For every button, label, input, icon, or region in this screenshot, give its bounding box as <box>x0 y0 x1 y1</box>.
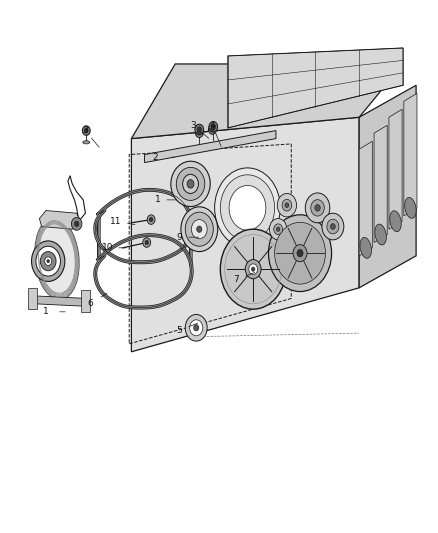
Circle shape <box>305 193 330 223</box>
Text: 7: 7 <box>233 276 240 284</box>
Polygon shape <box>359 85 416 288</box>
Circle shape <box>191 220 207 239</box>
Ellipse shape <box>35 217 79 300</box>
Circle shape <box>183 174 198 193</box>
Text: 10: 10 <box>102 244 113 252</box>
Circle shape <box>315 205 320 211</box>
Circle shape <box>208 125 216 134</box>
Text: 1: 1 <box>155 196 161 204</box>
Circle shape <box>229 185 266 230</box>
Polygon shape <box>131 64 403 139</box>
Text: 6: 6 <box>87 300 93 308</box>
Circle shape <box>185 314 207 341</box>
Circle shape <box>71 217 82 230</box>
Text: 2: 2 <box>153 153 158 161</box>
Circle shape <box>74 221 79 227</box>
Circle shape <box>269 219 287 240</box>
Circle shape <box>185 212 213 246</box>
Circle shape <box>311 200 324 216</box>
Circle shape <box>45 257 52 265</box>
Polygon shape <box>28 288 37 309</box>
Text: 11: 11 <box>110 217 122 225</box>
Circle shape <box>32 241 65 281</box>
Ellipse shape <box>375 224 386 245</box>
Ellipse shape <box>405 197 416 219</box>
Circle shape <box>198 131 201 135</box>
Polygon shape <box>81 290 90 312</box>
Polygon shape <box>374 125 387 243</box>
Circle shape <box>82 126 90 135</box>
Text: 4: 4 <box>210 121 215 130</box>
Circle shape <box>220 175 275 241</box>
Circle shape <box>293 245 307 262</box>
Polygon shape <box>359 141 372 256</box>
Circle shape <box>285 203 289 207</box>
Circle shape <box>220 229 286 309</box>
Circle shape <box>195 128 203 138</box>
Circle shape <box>276 227 280 231</box>
Circle shape <box>36 246 60 276</box>
Circle shape <box>145 240 148 245</box>
Polygon shape <box>33 296 90 306</box>
Circle shape <box>277 193 297 217</box>
Polygon shape <box>389 109 402 229</box>
Polygon shape <box>39 211 81 229</box>
Circle shape <box>245 260 261 279</box>
Circle shape <box>268 215 332 292</box>
Circle shape <box>47 260 49 263</box>
Circle shape <box>149 217 153 222</box>
Circle shape <box>327 219 339 234</box>
Text: 3: 3 <box>190 121 196 130</box>
Circle shape <box>195 124 204 135</box>
Text: 5: 5 <box>177 326 183 335</box>
Text: 3: 3 <box>82 126 88 135</box>
Ellipse shape <box>177 167 205 200</box>
Circle shape <box>209 122 218 132</box>
Circle shape <box>249 264 258 274</box>
Circle shape <box>197 127 201 132</box>
Circle shape <box>330 223 336 230</box>
Circle shape <box>143 238 151 247</box>
Circle shape <box>40 252 56 271</box>
Text: 1: 1 <box>43 308 49 316</box>
Polygon shape <box>131 117 359 352</box>
Circle shape <box>190 320 203 336</box>
Polygon shape <box>145 131 276 163</box>
Circle shape <box>251 267 255 271</box>
Circle shape <box>322 213 344 240</box>
Polygon shape <box>228 48 403 128</box>
Circle shape <box>211 127 214 132</box>
Circle shape <box>215 168 280 248</box>
Ellipse shape <box>171 161 210 207</box>
Circle shape <box>147 215 155 224</box>
Polygon shape <box>404 93 417 216</box>
Circle shape <box>187 180 194 188</box>
Circle shape <box>197 226 202 232</box>
Ellipse shape <box>390 211 401 232</box>
Circle shape <box>211 124 215 130</box>
Circle shape <box>282 199 292 211</box>
Ellipse shape <box>360 237 371 259</box>
Text: 9: 9 <box>177 233 183 241</box>
Circle shape <box>274 224 283 235</box>
Circle shape <box>85 128 88 133</box>
Circle shape <box>297 249 303 257</box>
Ellipse shape <box>83 141 90 144</box>
Circle shape <box>181 207 218 252</box>
Circle shape <box>194 325 199 331</box>
Circle shape <box>275 222 325 284</box>
